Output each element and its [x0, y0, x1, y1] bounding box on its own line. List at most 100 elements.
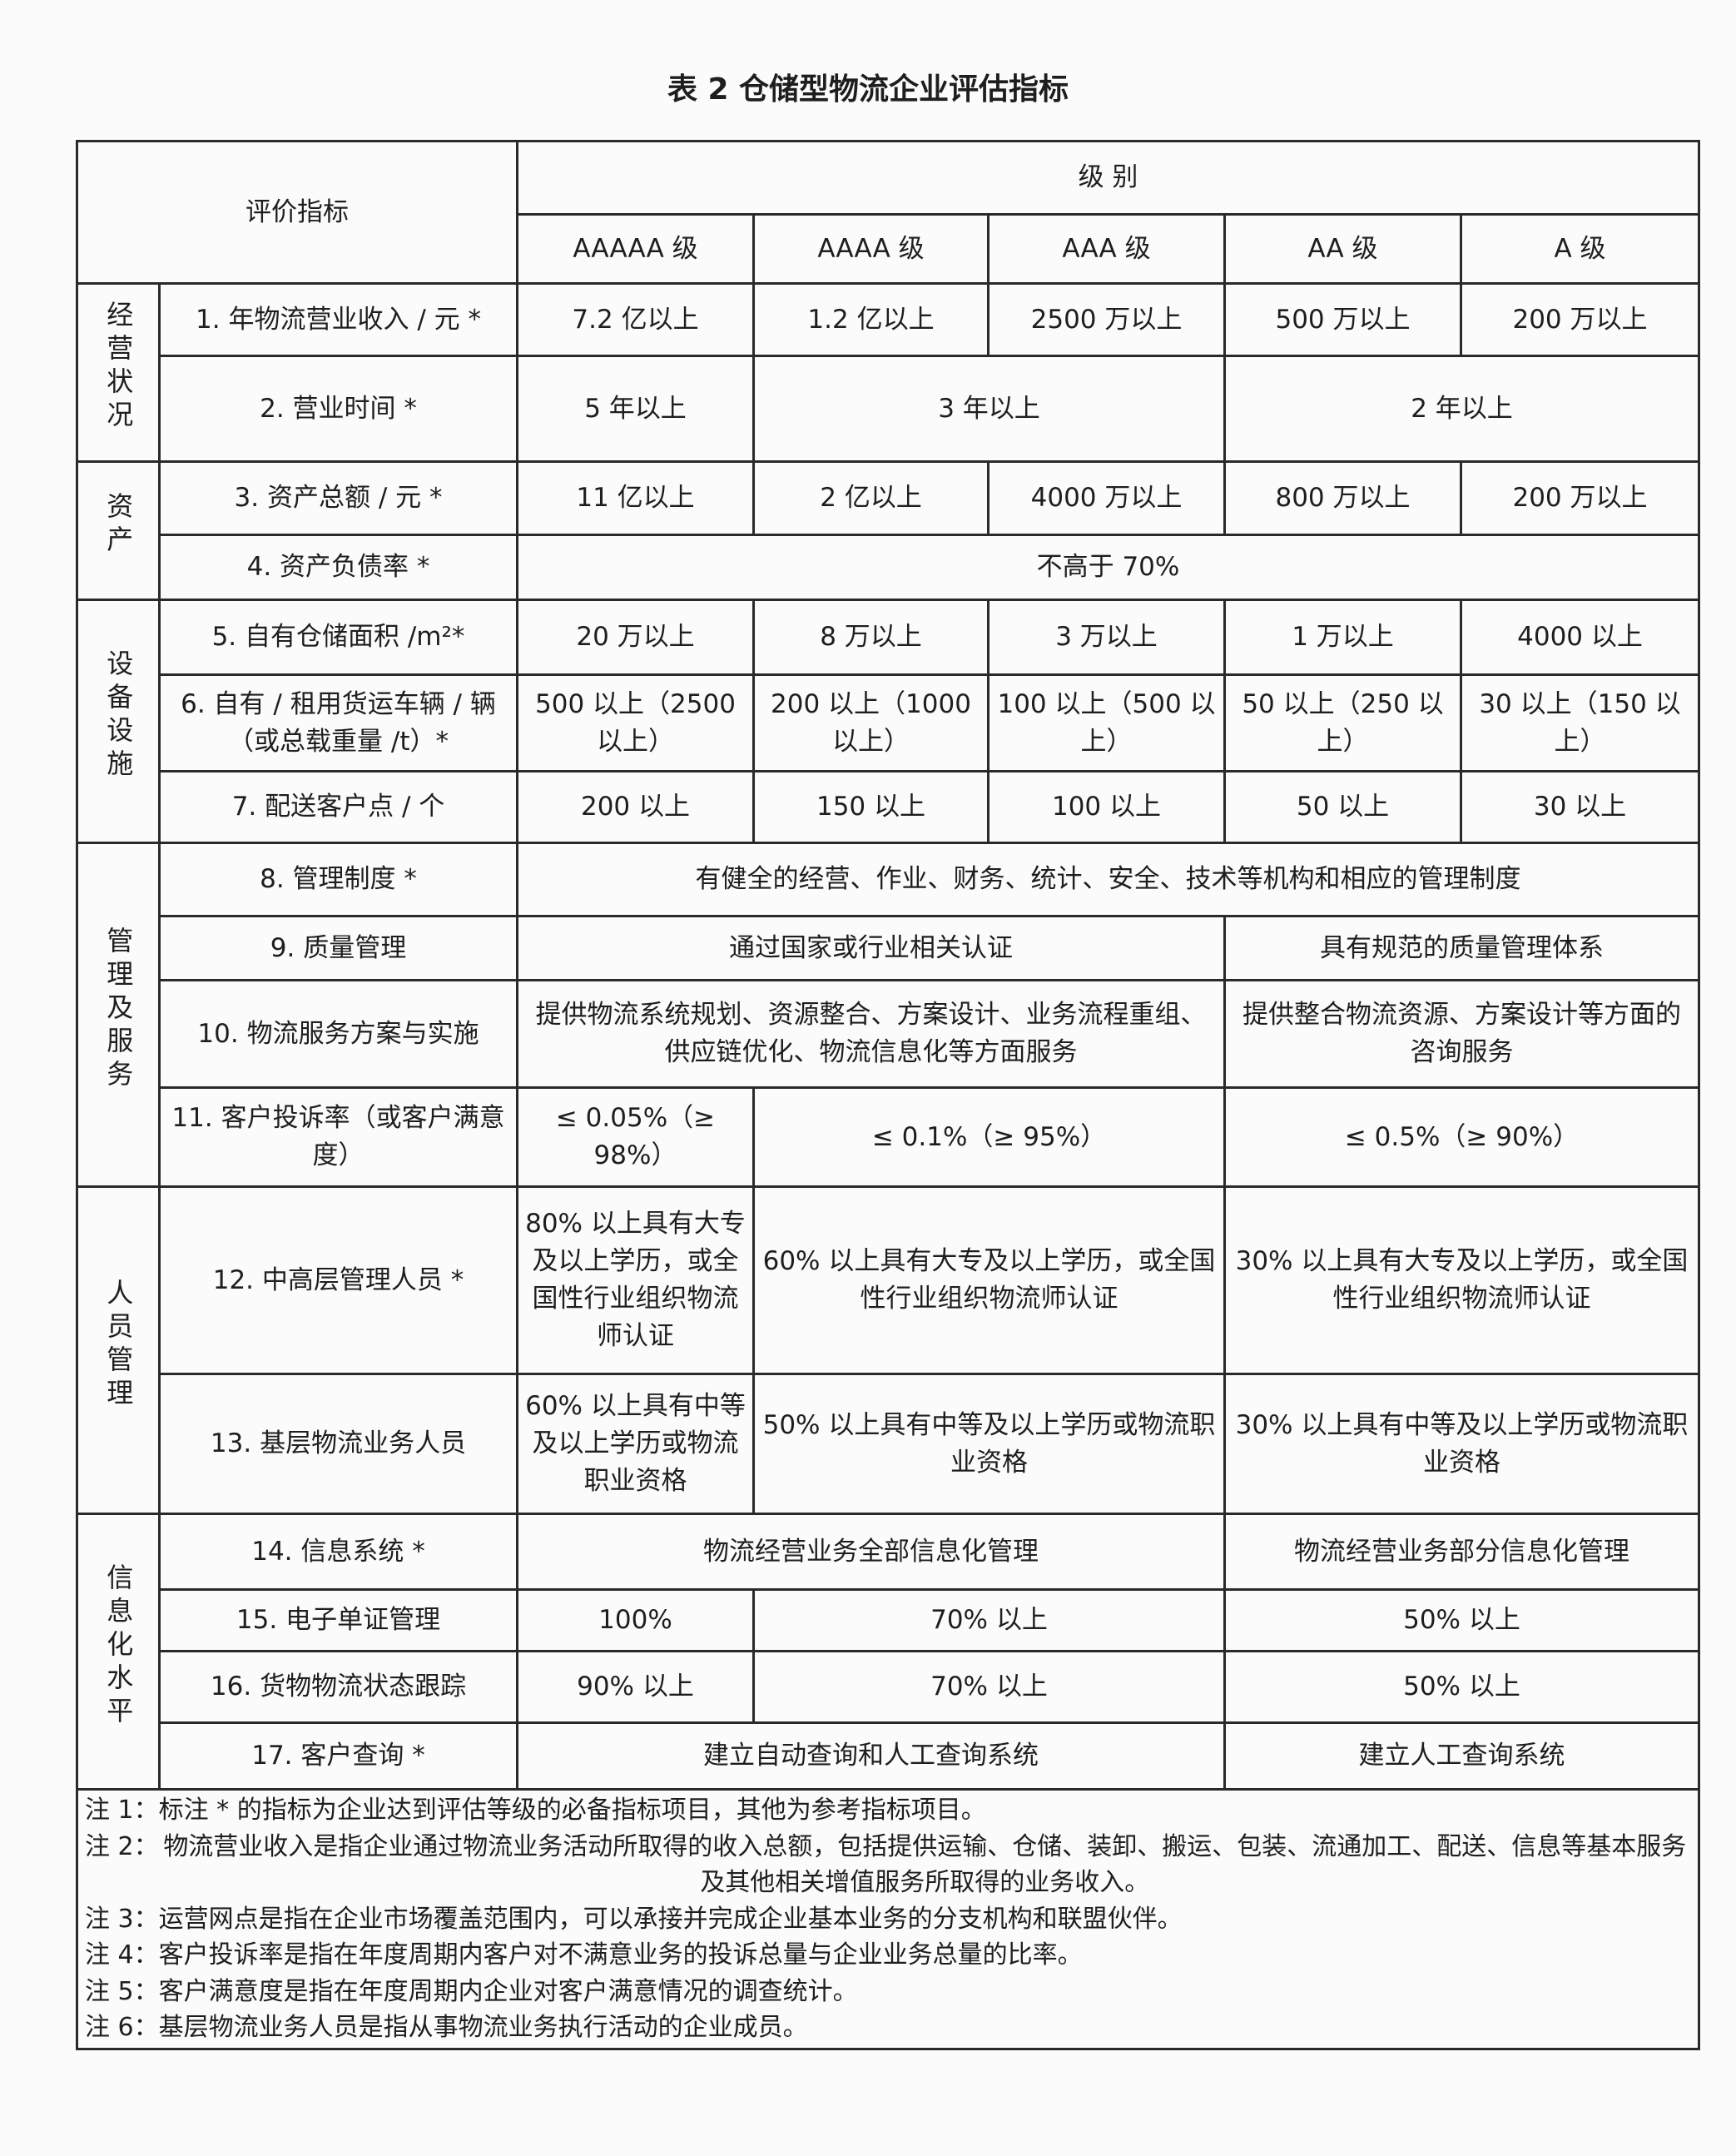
note-text: 基层物流业务人员是指从事物流业务执行活动的企业成员。	[158, 2013, 808, 2042]
cell: 500 万以上	[1223, 282, 1462, 357]
note-4: 注 4： 客户投诉率是指在年度周期内客户对不满意业务的投诉总量与企业业务总量的比率…	[85, 1937, 1691, 1974]
cell: 不高于 70%	[516, 534, 1700, 601]
table-row: 15. 电子单证管理 100% 70% 以上 50% 以上	[77, 1588, 1700, 1652]
note-text: 客户投诉率是指在年度周期内客户对不满意业务的投诉总量与企业业务总量的比率。	[158, 1940, 1083, 1970]
note-text: 物流营业收入是指企业通过物流业务活动所取得的收入总额，包括提供运输、仓储、装卸、…	[163, 1831, 1687, 1898]
indicator-label: 13. 基层物流业务人员	[158, 1373, 518, 1515]
cell: 3 年以上	[752, 355, 1226, 463]
table-title: 表 2 仓储型物流企业评估指标	[667, 72, 1069, 107]
header-level-aaa: AAA 级	[987, 213, 1226, 285]
cell: 建立人工查询系统	[1223, 1721, 1700, 1791]
group-label: 设备设施	[102, 649, 135, 783]
table-row: 9. 质量管理 通过国家或行业相关认证 具有规范的质量管理体系	[77, 915, 1700, 981]
note-text: 运营网点是指在企业市场覆盖范围内，可以承接并完成企业基本业务的分支机构和联盟伙伴…	[158, 1904, 1183, 1934]
note-key: 注 6：	[85, 2013, 159, 2042]
cell: 80% 以上具有大专及以上学历，或全国性行业组织物流师认证	[516, 1185, 755, 1375]
note-6: 注 6： 基层物流业务人员是指从事物流业务执行活动的企业成员。	[85, 2009, 1691, 2046]
evaluation-table: 评价指标 级 别 AAAAA 级 AAAA 级 AAA 级 AA 级 A 级 经…	[76, 140, 1700, 2050]
cell: 100%	[516, 1588, 755, 1652]
indicator-label: 4. 资产负债率 *	[158, 534, 518, 601]
cell: 20 万以上	[516, 599, 755, 676]
cell: 11 亿以上	[516, 460, 755, 536]
cell: 1.2 亿以上	[752, 282, 990, 357]
cell: 5 年以上	[516, 355, 755, 463]
table-row: 6. 自有 / 租用货运车辆 / 辆（或总载重量 /t）* 500 以上（250…	[77, 673, 1700, 772]
group-label: 信息化水平	[102, 1562, 135, 1730]
cell: 50% 以上具有中等及以上学历或物流职业资格	[752, 1373, 1226, 1515]
group-label: 管理及服务	[102, 926, 135, 1093]
cell: 500 以上（2500 以上）	[516, 673, 755, 772]
notes-row: 注 1： 标注 * 的指标为企业达到评估等级的必备指标项目，其他为参考指标项目。 …	[76, 1788, 1700, 2050]
note-1: 注 1： 标注 * 的指标为企业达到评估等级的必备指标项目，其他为参考指标项目。	[85, 1792, 1691, 1829]
indicator-label: 11. 客户投诉率（或客户满意度）	[158, 1086, 518, 1188]
cell: ≤ 0.1%（≥ 95%）	[752, 1086, 1226, 1188]
cell: 通过国家或行业相关认证	[516, 915, 1226, 981]
cell: 800 万以上	[1223, 460, 1462, 536]
cell: ≤ 0.5%（≥ 90%）	[1223, 1086, 1700, 1188]
table-row: 经营状况 1. 年物流营业收入 / 元 * 7.2 亿以上 1.2 亿以上 25…	[76, 282, 1700, 463]
table-row: 信息化水平 14. 信息系统 * 物流经营业务全部信息化管理 物流经营业务部分信…	[76, 1513, 1700, 1791]
table-row: 资产 3. 资产总额 / 元 * 11 亿以上 2 亿以上 4000 万以上 8…	[76, 460, 1700, 601]
group-informatization: 信息化水平	[76, 1513, 161, 1791]
note-2: 注 2： 物流营业收入是指企业通过物流业务活动所取得的收入总额，包括提供运输、仓储…	[85, 1829, 1691, 1901]
table-row: 4. 资产负债率 * 不高于 70%	[77, 534, 1700, 601]
note-text: 标注 * 的指标为企业达到评估等级的必备指标项目，其他为参考指标项目。	[158, 1796, 986, 1825]
cell: 4000 以上	[1460, 599, 1700, 676]
cell: 50% 以上	[1223, 1650, 1700, 1724]
table-row: 10. 物流服务方案与实施 提供物流系统规划、资源整合、方案设计、业务流程重组、…	[77, 979, 1700, 1089]
table-row: 7. 配送客户点 / 个 200 以上 150 以上 100 以上 50 以上 …	[77, 770, 1700, 844]
group-label: 资产	[102, 492, 135, 559]
cell: 30 以上（150 以上）	[1460, 673, 1700, 772]
group-facilities: 设备设施	[76, 599, 161, 844]
note-key: 注 5：	[85, 1976, 159, 2006]
note-3: 注 3： 运营网点是指在企业市场覆盖范围内，可以承接并完成企业基本业务的分支机构和…	[85, 1901, 1691, 1938]
header-level: 级 别	[516, 140, 1700, 216]
cell: 50% 以上	[1223, 1588, 1700, 1652]
indicator-label: 3. 资产总额 / 元 *	[158, 460, 518, 536]
cell: 具有规范的质量管理体系	[1223, 915, 1700, 981]
indicator-label: 2. 营业时间 *	[158, 355, 518, 463]
header-level-aa: AA 级	[1223, 213, 1462, 285]
cell: 200 以上（1000 以上）	[752, 673, 990, 772]
table-row: 管理及服务 8. 管理制度 * 有健全的经营、作业、财务、统计、安全、技术等机构…	[76, 842, 1700, 1188]
indicator-label: 12. 中高层管理人员 *	[158, 1185, 518, 1375]
note-key: 注 2：	[85, 1831, 159, 1861]
indicator-label: 1. 年物流营业收入 / 元 *	[158, 282, 518, 357]
cell: 物流经营业务全部信息化管理	[516, 1513, 1226, 1591]
cell: 1 万以上	[1223, 599, 1462, 676]
table-row: 11. 客户投诉率（或客户满意度） ≤ 0.05%（≥ 98%） ≤ 0.1%（…	[77, 1086, 1700, 1188]
note-5: 注 5： 客户满意度是指在年度周期内企业对客户满意情况的调查统计。	[85, 1974, 1691, 2010]
group-label: 经营状况	[102, 301, 135, 435]
cell: 2 年以上	[1223, 355, 1700, 463]
table-row: 设备设施 5. 自有仓储面积 /m²* 20 万以上 8 万以上 3 万以上 1…	[76, 599, 1700, 844]
cell: 30% 以上具有中等及以上学历或物流职业资格	[1223, 1373, 1700, 1515]
cell: 50 以上	[1223, 770, 1462, 844]
cell: 有健全的经营、作业、财务、统计、安全、技术等机构和相应的管理制度	[516, 842, 1700, 917]
group-personnel: 人员管理	[76, 1185, 161, 1515]
header-level-aaaa: AAAA 级	[752, 213, 990, 285]
group-business: 经营状况	[76, 282, 161, 463]
table-row: 13. 基层物流业务人员 60% 以上具有中等及以上学历或物流职业资格 50% …	[77, 1373, 1700, 1515]
indicator-label: 9. 质量管理	[158, 915, 518, 981]
indicator-label: 6. 自有 / 租用货运车辆 / 辆（或总载重量 /t）*	[158, 673, 518, 772]
indicator-label: 16. 货物物流状态跟踪	[158, 1650, 518, 1724]
cell: 90% 以上	[516, 1650, 755, 1724]
table-row: 人员管理 12. 中高层管理人员 * 80% 以上具有大专及以上学历，或全国性行…	[76, 1185, 1700, 1515]
cell: 7.2 亿以上	[516, 282, 755, 357]
cell: 200 万以上	[1460, 460, 1700, 536]
cell: 2 亿以上	[752, 460, 990, 536]
indicator-label: 15. 电子单证管理	[158, 1588, 518, 1652]
table-row: 17. 客户查询 * 建立自动查询和人工查询系统 建立人工查询系统	[77, 1721, 1700, 1791]
cell: ≤ 0.05%（≥ 98%）	[516, 1086, 755, 1188]
cell: 提供整合物流资源、方案设计等方面的咨询服务	[1223, 979, 1700, 1089]
table-row: 16. 货物物流状态跟踪 90% 以上 70% 以上 50% 以上	[77, 1650, 1700, 1724]
cell: 30 以上	[1460, 770, 1700, 844]
note-key: 注 4：	[85, 1940, 159, 1970]
group-assets: 资产	[76, 460, 161, 601]
cell: 100 以上（500 以上）	[987, 673, 1226, 772]
header-indicator: 评价指标	[76, 140, 518, 285]
group-management: 管理及服务	[76, 842, 161, 1188]
notes: 注 1： 标注 * 的指标为企业达到评估等级的必备指标项目，其他为参考指标项目。 …	[76, 1788, 1700, 2050]
cell: 提供物流系统规划、资源整合、方案设计、业务流程重组、供应链优化、物流信息化等方面…	[516, 979, 1226, 1089]
note-key: 注 3：	[85, 1904, 159, 1934]
